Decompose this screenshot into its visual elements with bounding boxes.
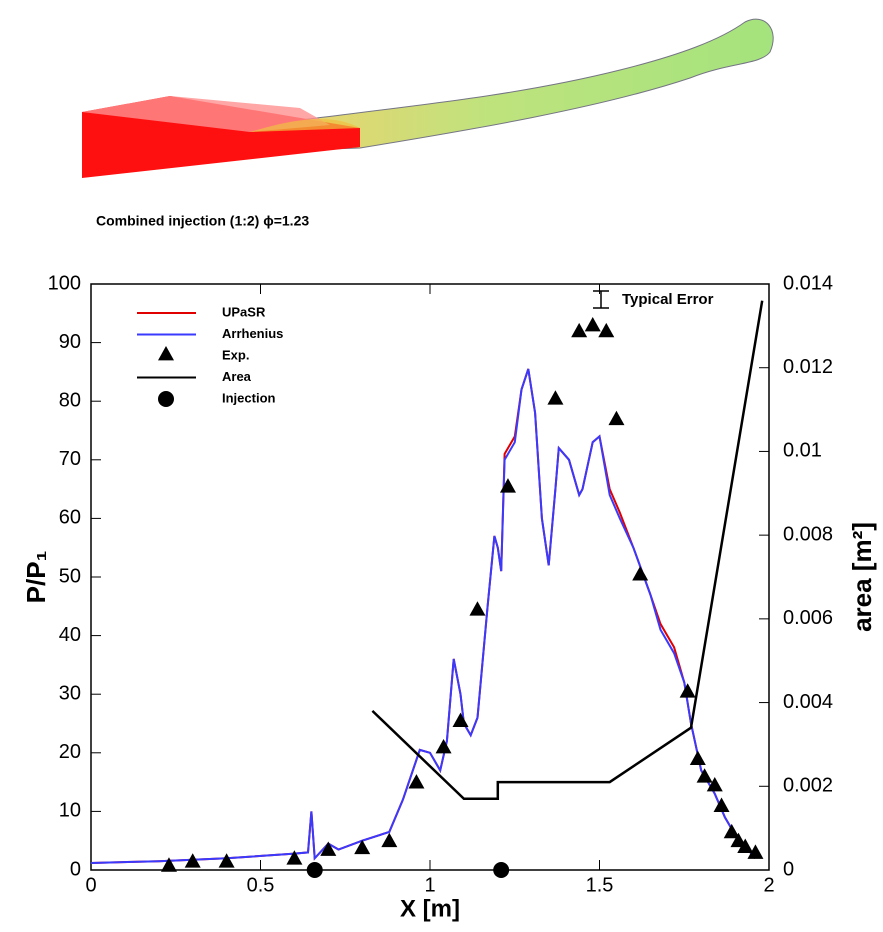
legend-marker (158, 346, 174, 361)
exp-marker (452, 712, 469, 727)
exp-marker (184, 853, 201, 868)
y-tick-label: 0 (70, 858, 81, 880)
y2-tick-label: 0.014 (783, 272, 833, 294)
y-axis-label: P/P₁ (21, 551, 51, 604)
y-tick-label: 20 (59, 741, 81, 763)
exp-marker (218, 853, 235, 868)
injection-marker (493, 862, 510, 878)
exp-marker (723, 823, 740, 839)
exp-marker (547, 390, 564, 405)
y2-tick-label: 0.006 (783, 607, 833, 629)
plot-area: 0 0.5 1 1.5 2010203040506070809010000.0020.0… (48, 272, 833, 896)
y-tick-label: 100 (48, 272, 81, 294)
x-tick-label: 0 (85, 874, 96, 896)
exp-marker (571, 322, 588, 338)
plot-frame (90, 283, 770, 871)
exp-marker (408, 774, 425, 789)
exp-marker (381, 832, 398, 848)
legend-label: Arrhenius (222, 326, 283, 341)
y-tick-label: 70 (59, 448, 81, 470)
legend-marker (158, 391, 174, 407)
exp-marker (354, 839, 371, 855)
exp-marker (499, 478, 516, 493)
exp-marker (713, 797, 730, 812)
y-tick-label: 50 (59, 565, 81, 587)
injection-marker (306, 862, 323, 878)
x-tick-label: 1 (424, 874, 435, 896)
exp-marker (696, 768, 713, 783)
y-tick-label: 40 (59, 624, 81, 646)
exp-marker (435, 738, 452, 754)
exp-marker (598, 322, 615, 338)
error-bar-icon (593, 290, 609, 309)
exp-marker (730, 832, 747, 848)
exp-marker (679, 683, 696, 698)
exp-marker (469, 601, 486, 616)
combustor-rendering (82, 18, 774, 178)
series-line (371, 300, 764, 801)
exp-marker (584, 317, 601, 332)
exp-marker (747, 844, 764, 859)
exp-marker (706, 777, 723, 792)
y2-tick-label: 0.002 (783, 775, 833, 797)
y2-tick-label: 0.01 (783, 440, 822, 462)
y2-tick-label: 0 (783, 858, 794, 880)
y2-tick-label: 0.012 (783, 356, 833, 378)
annotation: Typical Error (622, 291, 714, 308)
legend-label: Injection (222, 390, 276, 405)
y2-axis-label: area [m²] (847, 522, 877, 632)
y-tick-label: 90 (59, 331, 81, 353)
legend-label: Area (222, 369, 252, 384)
x-axis-label: X [m] (400, 895, 460, 922)
x-tick-label: 0.5 (247, 874, 275, 896)
y2-tick-label: 0.008 (783, 523, 833, 545)
exp-marker (160, 857, 177, 872)
caption: Combined injection (1:2) ϕ=1.23 (96, 213, 309, 229)
exp-marker (608, 410, 625, 426)
y-tick-label: 10 (59, 800, 81, 822)
y-tick-label: 80 (59, 389, 81, 411)
exp-marker (632, 566, 649, 581)
x-tick-label: 2 (763, 874, 774, 896)
exp-marker (320, 841, 337, 856)
y-tick-label: 30 (59, 682, 81, 704)
exp-marker (689, 750, 706, 766)
x-tick-label: 1.5 (586, 874, 614, 896)
legend-label: Exp. (222, 347, 249, 362)
series-line (90, 368, 757, 864)
y-tick-label: 60 (59, 507, 81, 529)
y2-tick-label: 0.004 (783, 691, 833, 713)
legend-label: UPaSR (222, 304, 266, 319)
exp-marker (286, 850, 303, 865)
exp-marker (737, 838, 754, 853)
